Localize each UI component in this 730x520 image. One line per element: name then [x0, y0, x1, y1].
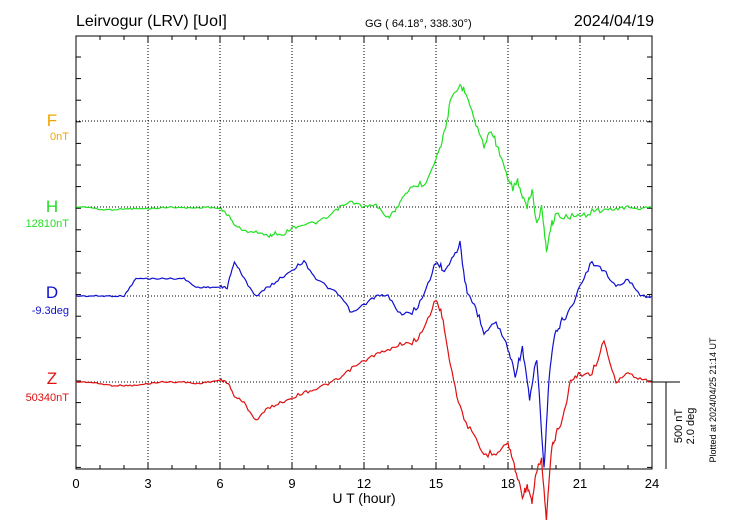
x-tick-label: 9	[288, 476, 295, 491]
series-label-z: Z	[47, 369, 57, 388]
x-tick-label: 21	[573, 476, 587, 491]
scale-nt-label: 500 nT	[673, 409, 685, 444]
series-label-f: F	[47, 111, 57, 130]
series-line-z	[75, 299, 653, 520]
x-tick-label: 24	[645, 476, 659, 491]
x-axis-label: U T (hour)	[332, 490, 395, 506]
scale-deg-label: 2.0 deg	[685, 408, 697, 445]
baseline-label-d: -9.3deg	[32, 305, 69, 317]
date-label: 2024/04/19	[574, 13, 654, 30]
series-line-h	[75, 83, 653, 254]
series-line-d	[75, 240, 653, 468]
x-tick-label: 12	[357, 476, 371, 491]
x-tick-label: 0	[72, 476, 79, 491]
baseline-label-z: 50340nT	[26, 392, 70, 404]
series-label-d: D	[46, 283, 58, 302]
baseline-label-f: 0nT	[50, 131, 69, 143]
station-title: Leirvogur (LRV) [UoI]	[76, 13, 227, 30]
x-tick-label: 15	[429, 476, 443, 491]
series-label-h: H	[46, 197, 58, 216]
x-tick-label: 3	[144, 476, 151, 491]
x-tick-label: 18	[501, 476, 515, 491]
baseline-label-h: 12810nT	[26, 218, 70, 230]
plotted-timestamp: Plotted at 2024/04/25 21:14 UT	[708, 337, 718, 463]
vertical-grid	[147, 36, 581, 469]
coords-label: GG ( 64.18°, 338.30°)	[365, 18, 472, 30]
x-tick-label: 6	[216, 476, 223, 491]
x-tick-labels: 0 3 6 9 12 15 18 21 24	[72, 476, 659, 491]
axis-ticks	[75, 36, 653, 469]
